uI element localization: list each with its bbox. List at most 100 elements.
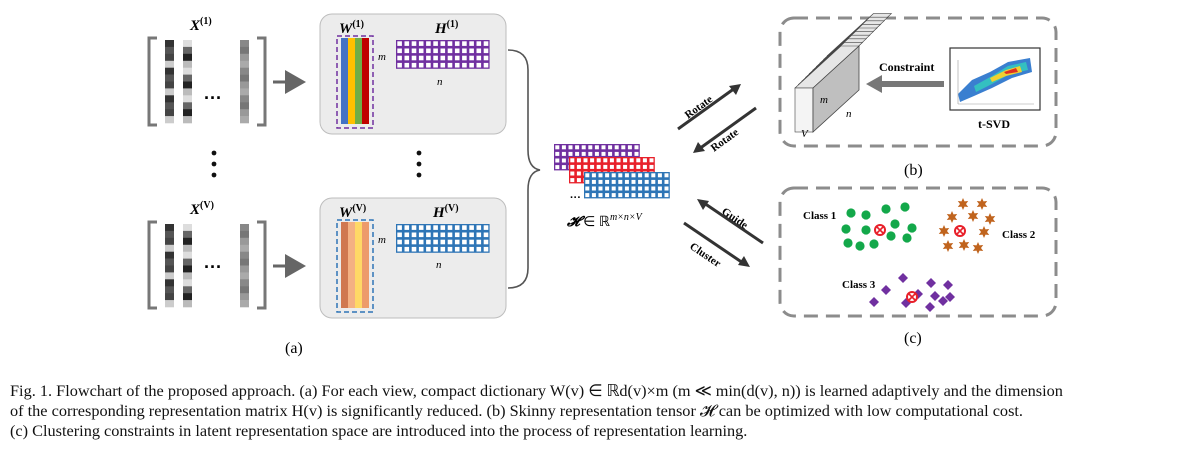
cluster-point	[900, 202, 910, 212]
grid-cell	[649, 164, 654, 169]
grid-cell	[629, 158, 634, 163]
grid-cell	[618, 179, 623, 184]
guide-cluster-arrows	[683, 199, 764, 267]
data-column-cell	[165, 102, 174, 110]
grid-cell	[664, 186, 669, 191]
grid-cell	[644, 173, 649, 178]
data-column-cell	[240, 95, 249, 103]
data-column-cell	[183, 286, 192, 294]
cluster-point	[846, 208, 856, 218]
grid-cell	[411, 225, 417, 230]
grid-cell	[555, 165, 560, 170]
grid-cell	[418, 55, 424, 61]
tensor-side-face	[812, 45, 860, 133]
grid-cell	[608, 145, 613, 150]
view1-label: X(1)	[189, 16, 212, 34]
grid-cell	[644, 193, 649, 198]
data-column-cell	[183, 272, 192, 280]
data-column-cell	[183, 300, 192, 308]
grid-cell	[454, 246, 460, 252]
data-column-cell	[240, 230, 249, 239]
grid-cell	[454, 232, 460, 238]
grid-cell	[411, 48, 417, 54]
grid-cell	[483, 62, 489, 68]
grid-cell	[611, 193, 616, 198]
cluster-point	[861, 225, 871, 235]
grid-cell	[588, 145, 593, 150]
data-column-cell	[165, 60, 174, 68]
tensor-v-label: V	[801, 128, 809, 140]
grid-cell	[609, 164, 614, 169]
cluster-point	[958, 239, 970, 251]
cluster-point	[946, 211, 958, 223]
grid-cell	[433, 232, 438, 238]
grid-cell	[570, 158, 575, 163]
grid-cell	[397, 225, 402, 230]
figure-caption-line1: Fig. 1. Flowchart of the proposed approa…	[10, 381, 1190, 401]
grid-cell	[469, 55, 474, 61]
w1-dictionary	[336, 35, 374, 129]
grid-cell	[649, 158, 654, 163]
grid-cell	[591, 179, 596, 184]
grid-cell	[469, 48, 474, 54]
grid-cell	[657, 173, 662, 178]
grid-cell	[576, 164, 581, 169]
data-column-cell	[165, 230, 174, 239]
grid-cell	[462, 41, 467, 46]
constraint-arrowhead	[866, 75, 882, 93]
data-column-cell	[165, 286, 174, 294]
grid-cell	[623, 158, 628, 163]
grid-cell	[561, 145, 566, 150]
grid-cell	[476, 41, 482, 46]
cluster-point	[886, 231, 896, 241]
grid-cell	[627, 145, 632, 150]
data-column-cell	[240, 40, 249, 48]
grid-cell	[462, 55, 467, 61]
grid-cell	[631, 173, 636, 178]
cluster-point	[881, 285, 891, 295]
viewV-label: X(V)	[189, 200, 214, 218]
cluster-point	[943, 280, 953, 290]
grid-cell	[638, 186, 643, 191]
grid-cell	[447, 55, 453, 61]
data-column-cell	[240, 244, 249, 252]
data-column-cell	[165, 265, 174, 273]
tsvd-surface-plot	[949, 47, 1041, 111]
grid-cell	[440, 62, 446, 68]
cluster-point	[907, 223, 917, 233]
grid-cell	[611, 186, 616, 191]
data-column-cell	[183, 67, 192, 75]
grid-cell	[483, 232, 489, 238]
grid-cell	[483, 48, 489, 54]
data-column-cell	[183, 102, 192, 110]
grid-cell	[616, 158, 621, 163]
cluster-point	[938, 225, 950, 237]
grid-cell	[426, 225, 431, 230]
grid-cell	[397, 41, 402, 46]
data-column-cell	[183, 40, 192, 48]
grid-cell	[411, 246, 417, 252]
caption-line3-text: (c) Clustering constraints in latent rep…	[10, 421, 748, 440]
grid-cell	[397, 62, 402, 68]
grid-cell	[598, 173, 603, 178]
grid-cell	[418, 48, 424, 54]
w1-label: W(1)	[339, 19, 364, 37]
grid-cell	[397, 246, 402, 252]
grid-cell	[433, 55, 438, 61]
hV-n-label: n	[436, 259, 442, 271]
grid-cell	[631, 193, 636, 198]
grid-cell	[596, 164, 601, 169]
grid-cell	[664, 179, 669, 184]
grid-cell	[598, 193, 603, 198]
data-column-cell	[165, 40, 174, 48]
grid-cell	[476, 62, 482, 68]
data-column-cell	[240, 251, 249, 259]
grid-cell	[570, 178, 575, 183]
grid-cell	[618, 186, 623, 191]
grid-cell	[624, 186, 629, 191]
grid-cell	[596, 158, 601, 163]
grid-cell	[454, 55, 460, 61]
grid-cell	[476, 232, 482, 238]
grid-cell	[598, 186, 603, 191]
